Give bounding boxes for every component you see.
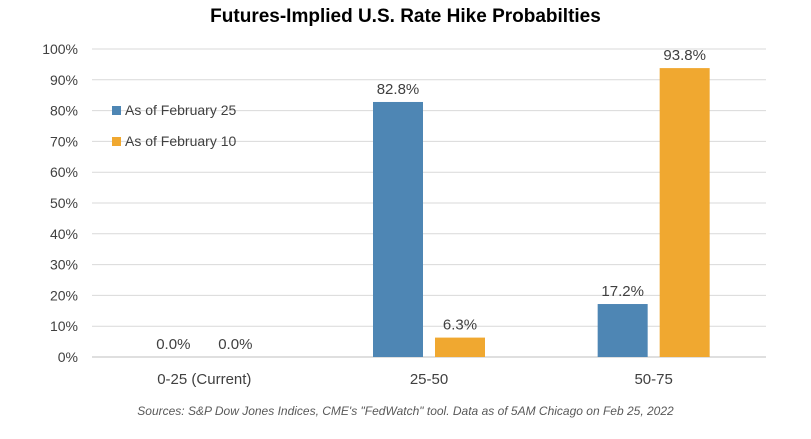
data-label: 0.0% <box>156 336 190 353</box>
y-tick-label: 40% <box>50 226 78 242</box>
x-category-label: 0-25 (Current) <box>157 371 251 388</box>
y-tick-label: 50% <box>50 195 78 211</box>
y-tick-label: 90% <box>50 72 78 88</box>
y-tick-label: 0% <box>58 349 78 365</box>
chart-title: Futures-Implied U.S. Rate Hike Probabilt… <box>210 6 601 27</box>
bar <box>435 337 485 357</box>
y-tick-label: 80% <box>50 103 78 119</box>
y-tick-label: 30% <box>50 257 78 273</box>
data-labels: 0.0% 0.0% 82.8% 6.3% 17.2% 93.8% <box>156 47 706 353</box>
chart-source-note: Sources: S&P Dow Jones Indices, CME's "F… <box>137 404 674 418</box>
legend-label: As of February 25 <box>125 102 236 118</box>
legend: As of February 25 As of February 10 <box>112 102 236 149</box>
bar <box>659 68 710 357</box>
x-category-label: 25-50 <box>410 371 448 388</box>
x-category-label: 50-75 <box>634 371 672 388</box>
y-axis-tick-labels: 0% 10% 20% 30% 40% 50% 60% 70% 80% 90% 100% <box>42 41 78 365</box>
y-tick-label: 10% <box>50 318 78 334</box>
y-tick-label: 20% <box>50 287 78 303</box>
bars <box>373 68 710 357</box>
legend-swatch <box>112 106 121 115</box>
x-axis-category-labels: 0-25 (Current) 25-50 50-75 <box>157 371 673 388</box>
y-tick-label: 70% <box>50 133 78 149</box>
legend-label: As of February 10 <box>125 133 236 149</box>
data-label: 17.2% <box>601 283 644 300</box>
y-tick-label: 60% <box>50 164 78 180</box>
data-label: 82.8% <box>377 81 420 98</box>
data-label: 0.0% <box>218 336 252 353</box>
y-tick-label: 100% <box>42 41 78 57</box>
data-label: 93.8% <box>663 47 706 64</box>
bar <box>597 304 648 357</box>
legend-swatch <box>112 137 121 146</box>
gridlines <box>92 48 766 358</box>
bar <box>373 101 423 357</box>
data-label: 6.3% <box>443 317 477 334</box>
